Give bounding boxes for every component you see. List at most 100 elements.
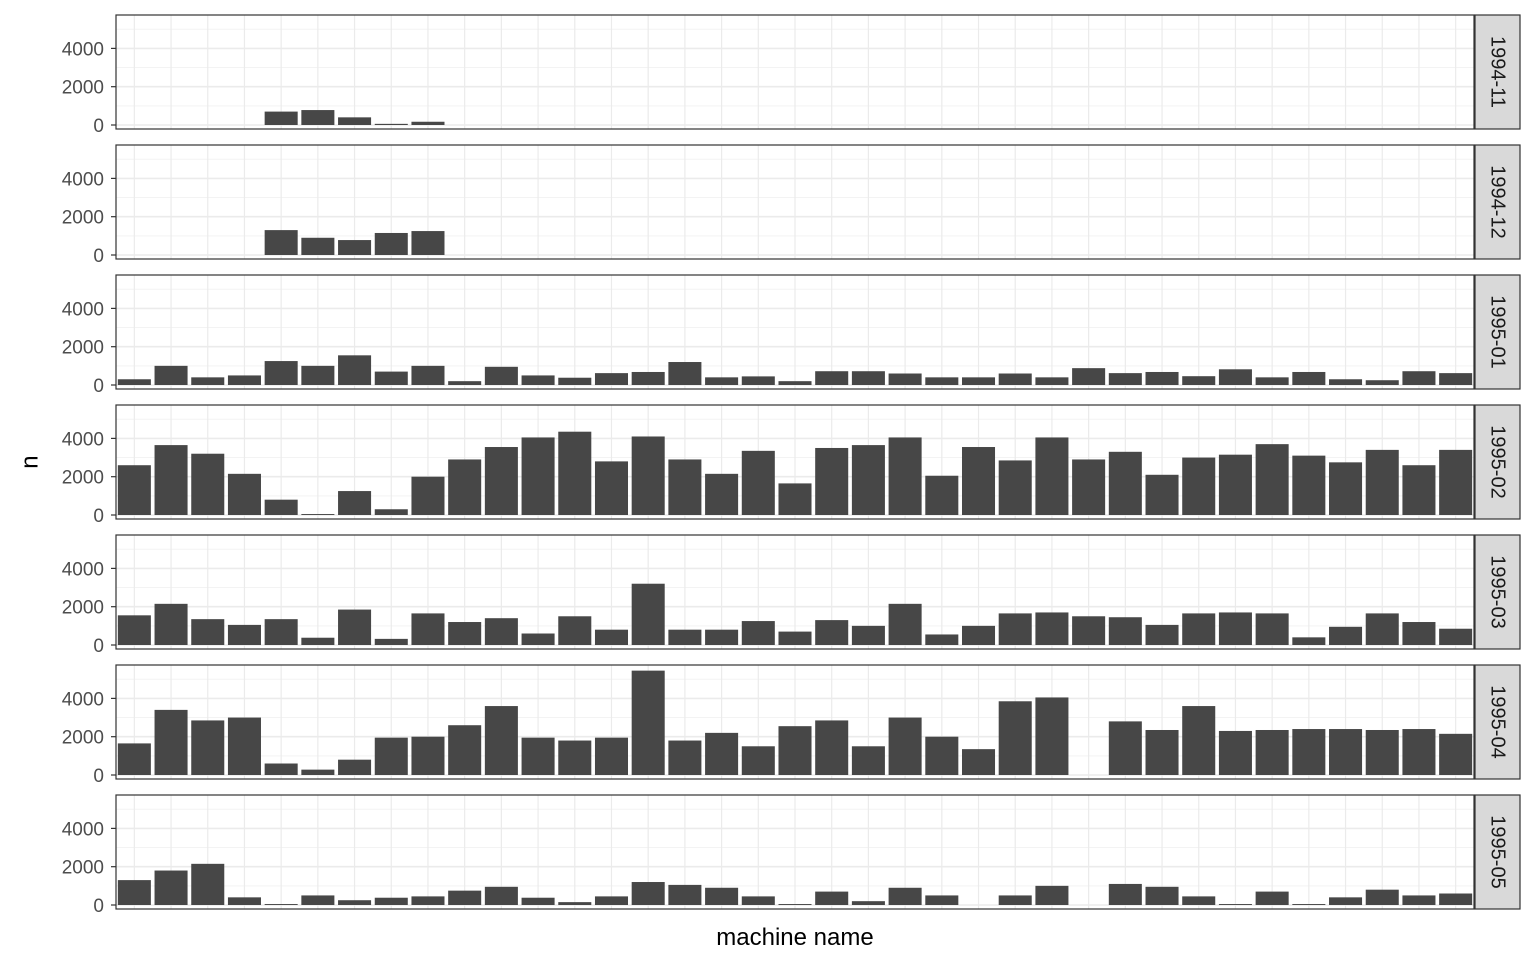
bar [1218, 612, 1252, 645]
bar [154, 365, 188, 385]
y-tick-label: 0 [93, 116, 104, 137]
y-tick-label: 2000 [62, 78, 104, 99]
y-tick-label: 4000 [62, 559, 104, 580]
bar [815, 720, 849, 775]
y-tick-label: 2000 [62, 208, 104, 229]
bar [374, 509, 408, 515]
facet-strip-label: 1995-05 [1487, 815, 1509, 888]
bar [1035, 697, 1069, 775]
facet-strip-label: 1995-01 [1487, 295, 1509, 368]
bar [1329, 462, 1363, 515]
bar [815, 371, 849, 385]
bar [998, 373, 1032, 385]
bar [961, 377, 996, 385]
bar [1402, 371, 1436, 385]
bar [191, 377, 225, 385]
bar [888, 717, 922, 775]
y-tick-label: 0 [93, 636, 104, 657]
y-tick-label: 4000 [62, 819, 104, 840]
bar [1402, 729, 1436, 775]
bar [668, 362, 702, 385]
bar [631, 882, 665, 905]
bar [448, 622, 482, 645]
bar [668, 740, 702, 775]
bar [1218, 369, 1252, 385]
bar [1439, 628, 1473, 645]
y-tick-label: 0 [93, 506, 104, 527]
bar [227, 375, 261, 385]
bar [1365, 729, 1399, 775]
facet-strip-label: 1995-04 [1487, 685, 1509, 758]
bar [705, 887, 739, 905]
panel-border [115, 534, 1475, 650]
bar [1218, 454, 1252, 515]
bar [1402, 895, 1436, 905]
bar [925, 634, 959, 645]
panel-border [115, 794, 1475, 910]
bar [558, 902, 592, 905]
bar [705, 473, 739, 515]
bar [1182, 457, 1216, 515]
bar [1439, 373, 1473, 385]
facet-strip-label: 1994-12 [1487, 165, 1509, 238]
bar [1035, 885, 1069, 905]
bar [338, 240, 372, 255]
bar [998, 895, 1032, 905]
bar [191, 453, 225, 515]
bar [705, 732, 739, 775]
facet-strip [1474, 404, 1521, 520]
bar [998, 701, 1032, 775]
bar [411, 736, 445, 775]
bar [1329, 379, 1363, 385]
bar [301, 110, 335, 125]
y-tick-label: 0 [93, 246, 104, 267]
bar [154, 709, 188, 775]
bar [1329, 626, 1363, 645]
y-tick-label: 0 [93, 896, 104, 917]
bar [1329, 729, 1363, 775]
bar [1108, 883, 1142, 905]
bar [778, 904, 812, 905]
y-tick-label: 2000 [62, 728, 104, 749]
bar [558, 616, 592, 645]
bar [851, 901, 885, 905]
bar [668, 459, 702, 515]
facet-strip [1474, 144, 1521, 260]
bar [301, 637, 335, 645]
bar [411, 476, 445, 515]
bar [631, 371, 665, 385]
bar [1292, 371, 1326, 385]
bar [888, 887, 922, 905]
bar [1072, 368, 1106, 385]
bar [741, 621, 775, 645]
bar [1218, 730, 1252, 775]
bar [1292, 455, 1326, 515]
bar [1365, 613, 1399, 645]
y-tick-label: 0 [93, 766, 104, 787]
bar [815, 620, 849, 645]
bar [301, 769, 335, 775]
x-axis-title: machine name [716, 924, 873, 951]
bar [594, 461, 629, 515]
bar [1182, 613, 1216, 645]
facet-strip [1474, 794, 1521, 910]
y-tick-label: 4000 [62, 429, 104, 450]
bar [448, 725, 482, 775]
bar [374, 897, 408, 905]
bar [1255, 613, 1289, 645]
bar [594, 629, 629, 645]
bar [191, 863, 225, 905]
bar [448, 459, 482, 515]
bar [338, 759, 372, 775]
panel-border [115, 664, 1475, 780]
bar [1145, 371, 1179, 385]
bar [374, 371, 408, 385]
bar [741, 376, 775, 385]
y-tick-label: 4000 [62, 689, 104, 710]
bar [154, 870, 188, 905]
bar [1292, 637, 1326, 645]
bar [411, 231, 445, 255]
bar [925, 475, 959, 515]
bar [1292, 729, 1326, 775]
